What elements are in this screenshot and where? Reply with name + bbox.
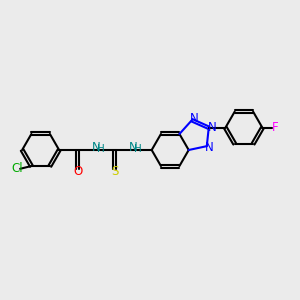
Text: S: S bbox=[111, 164, 118, 178]
Text: F: F bbox=[272, 121, 278, 134]
Text: N: N bbox=[92, 141, 100, 154]
Text: N: N bbox=[129, 141, 137, 154]
Text: N: N bbox=[205, 141, 213, 154]
Text: N: N bbox=[208, 121, 217, 134]
Text: H: H bbox=[97, 144, 105, 154]
Text: O: O bbox=[73, 164, 82, 178]
Text: N: N bbox=[190, 112, 198, 125]
Text: H: H bbox=[134, 144, 142, 154]
Text: Cl: Cl bbox=[12, 162, 23, 175]
